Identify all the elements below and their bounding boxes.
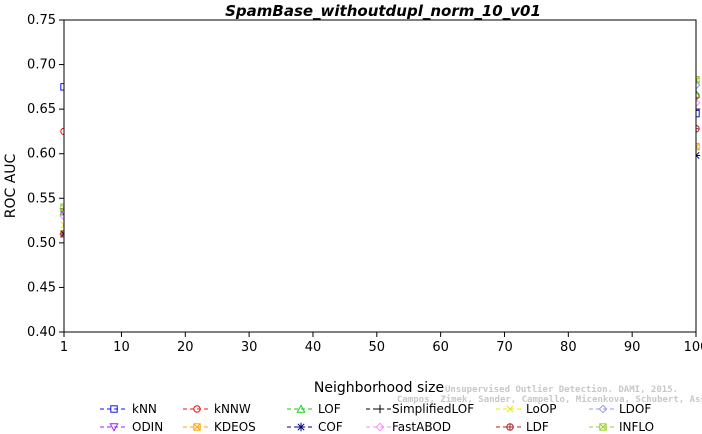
legend-label: LDF — [526, 420, 549, 434]
legend-entry-cof: COF — [287, 420, 343, 434]
legend-entry-fastabod: FastABOD — [366, 420, 451, 434]
legend-entry-ldof: LDOF — [589, 402, 651, 416]
legend: kNN kNNW LOF SimplifiedLOF LoOP LDOF ODIN KDEOS… — [100, 402, 654, 434]
plot-frame — [63, 19, 697, 333]
legend-entry-knnw: kNNW — [183, 402, 251, 416]
y-tick-label: 0.75 — [27, 13, 56, 28]
legend-marker — [296, 422, 306, 432]
y-tick-label: 0.50 — [27, 236, 56, 251]
watermark-line-2: Campos, Zimek, Sander, Campello, Micenko… — [397, 394, 702, 405]
legend-entry-lof: LOF — [287, 402, 341, 416]
y-axis-label: ROC AUC — [3, 153, 19, 218]
legend-marker — [109, 423, 119, 432]
legend-entry-kdeos: KDEOS — [183, 420, 256, 434]
legend-marker — [375, 422, 385, 432]
y-tick-label: 0.70 — [27, 58, 56, 73]
y-tick-label: 0.45 — [27, 280, 56, 295]
legend-marker — [598, 404, 608, 414]
legend-entry-odin: ODIN — [100, 420, 163, 434]
legend-marker — [506, 405, 514, 413]
legend-marker — [193, 405, 201, 413]
legend-marker — [110, 405, 118, 413]
chart-title: SpamBase_withoutdupl_norm_10_v01 — [225, 2, 541, 20]
legend-marker — [375, 404, 385, 414]
legend-label: kNNW — [214, 402, 251, 416]
x-axis-label: Neighborhood size — [314, 380, 444, 396]
x-tick-label: 60 — [432, 340, 449, 355]
x-tick-label: 100 — [684, 340, 702, 355]
legend-label: KDEOS — [214, 420, 256, 434]
x-tick-label: 90 — [624, 340, 641, 355]
x-tick-label: 40 — [305, 340, 322, 355]
legend-entry-inflo: INFLO — [589, 420, 654, 434]
legend-marker — [296, 404, 306, 413]
legend-label: LoOP — [526, 402, 557, 416]
legend-marker — [599, 423, 607, 431]
y-tick-label: 0.55 — [27, 191, 56, 206]
legend-entry-ldf: LDF — [496, 420, 549, 434]
x-tick-label: 80 — [560, 340, 577, 355]
legend-marker — [506, 423, 514, 431]
axes: 0.40 0.45 0.50 0.55 0.60 0.65 0.70 0.75 1 10 20 30 4… — [27, 13, 702, 355]
y-tick-label: 0.60 — [27, 147, 56, 162]
x-tick-label: 30 — [241, 340, 258, 355]
legend-label: INFLO — [619, 420, 654, 434]
x-tick-label: 10 — [113, 340, 130, 355]
legend-marker — [193, 423, 201, 431]
x-tick-label: 50 — [369, 340, 386, 355]
x-tick-label: 20 — [177, 340, 194, 355]
y-tick-label: 0.40 — [27, 325, 56, 340]
x-tick-label: 1 — [60, 340, 68, 355]
legend-entry-knn: kNN — [100, 402, 157, 416]
legend-label: LOF — [318, 402, 341, 416]
legend-entry-simplifiedlof: SimplifiedLOF — [366, 402, 474, 416]
y-tick-label: 0.65 — [27, 102, 56, 117]
legend-label: ODIN — [132, 420, 163, 434]
legend-label: COF — [318, 420, 343, 434]
legend-label: LDOF — [619, 402, 651, 416]
x-tick-label: 70 — [496, 340, 513, 355]
legend-label: kNN — [132, 402, 157, 416]
legend-label: FastABOD — [392, 420, 451, 434]
legend-entry-loop: LoOP — [496, 402, 557, 416]
legend-label: SimplifiedLOF — [392, 402, 474, 416]
watermark-line-1: Unsupervised Outlier Detection. DAMI, 20… — [445, 384, 678, 395]
